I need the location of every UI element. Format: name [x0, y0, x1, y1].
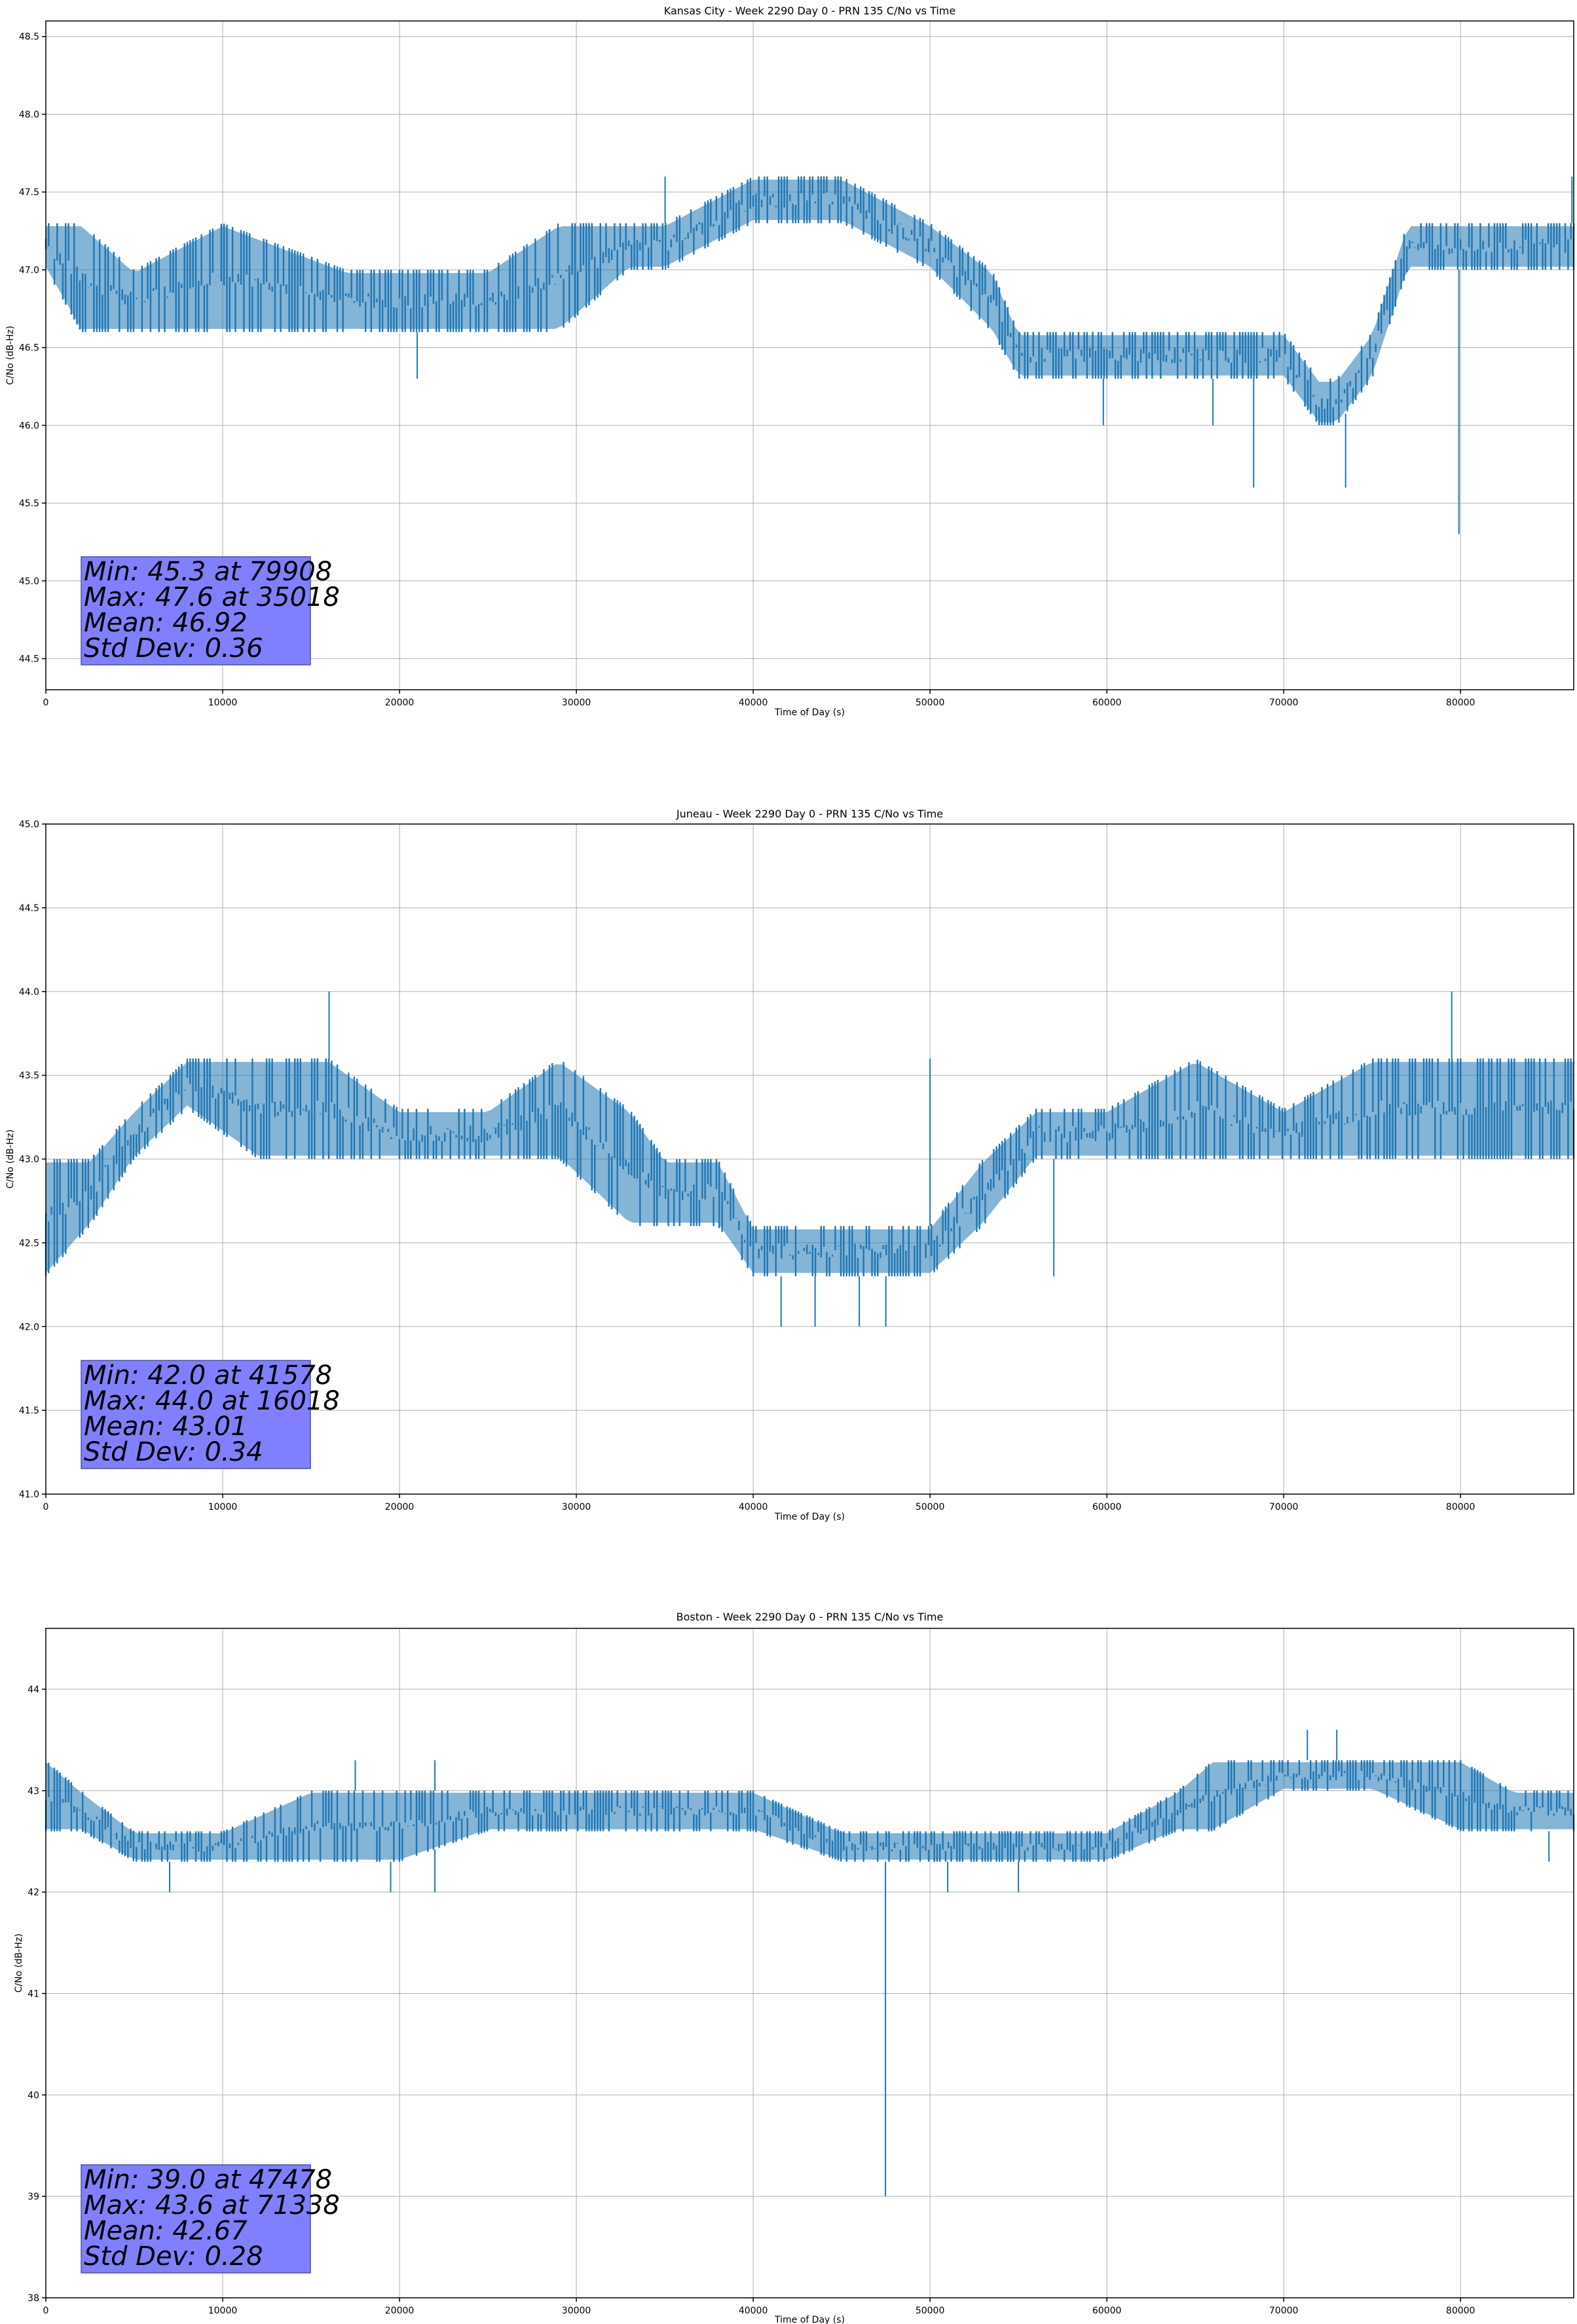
x-tick-label: 30000: [562, 2306, 591, 2316]
stats-line: Std Dev: 0.36: [84, 633, 263, 664]
series-band: [46, 1762, 1574, 1860]
y-tick-label: 39: [28, 2192, 39, 2202]
series-band: [46, 1062, 1574, 1273]
chart-title: Boston - Week 2290 Day 0 - PRN 135 C/No …: [677, 1611, 944, 1623]
x-tick-label: 60000: [1092, 2306, 1122, 2316]
y-tick-label: 47.0: [19, 265, 39, 276]
y-axis-label: C/No (dB-Hz): [14, 1934, 24, 1993]
y-tick-label: 38: [28, 2293, 39, 2304]
stats-line: Mean: 42.67: [84, 2216, 248, 2246]
x-tick-label: 60000: [1092, 698, 1122, 708]
y-tick-label: 43.0: [19, 1155, 39, 1165]
x-tick-label: 20000: [385, 2306, 415, 2316]
y-tick-label: 42.5: [19, 1238, 39, 1248]
chart-panel-1: 0 10000 20000 30000 40000 50000 60000 70000 8000…: [5, 5, 1575, 718]
x-tick-label: 10000: [208, 698, 238, 708]
x-tick-label: 50000: [916, 698, 945, 708]
y-tick-label: 47.5: [19, 187, 39, 198]
x-tick-label: 30000: [562, 698, 591, 708]
y-tick-label: 41.0: [19, 1490, 39, 1500]
stats-line: Std Dev: 0.34: [84, 1437, 263, 1467]
x-tick-label: 30000: [562, 1502, 591, 1512]
stats-line: Mean: 43.01: [84, 1412, 248, 1442]
x-tick-label: 20000: [385, 1502, 415, 1512]
stats-box: [81, 1360, 311, 1469]
stats-line: Min: 39.0 at 47478: [84, 2165, 332, 2195]
y-tick-label: 45.0: [19, 819, 39, 830]
y-tick-label: 46.0: [19, 421, 39, 431]
x-axis-label: Time of Day (s): [774, 1512, 845, 1522]
x-tick-label: 20000: [385, 698, 415, 708]
chart-panel-2: 0 10000 20000 30000 40000 50000 60000 70000 8000…: [5, 808, 1575, 1522]
x-tick-label: 40000: [739, 1502, 768, 1512]
x-tick-label: 50000: [916, 1502, 945, 1512]
y-axis-label: C/No (dB-Hz): [5, 326, 16, 384]
stats-line: Max: 47.6 at 35018: [84, 582, 340, 612]
x-tick-label: 0: [43, 2306, 49, 2316]
x-tick-label: 0: [43, 698, 49, 708]
stats-box: [81, 2164, 311, 2274]
y-tick-label: 40: [28, 2090, 39, 2101]
x-tick-label: 80000: [1446, 1502, 1475, 1512]
stats-line: Max: 43.6 at 71338: [84, 2190, 340, 2221]
chart-title: Juneau - Week 2290 Day 0 - PRN 135 C/No …: [676, 808, 943, 820]
y-tick-label: 41: [28, 1989, 39, 1999]
y-axis-label: C/No (dB-Hz): [5, 1129, 16, 1188]
stats-line: Min: 42.0 at 41578: [84, 1360, 332, 1391]
x-tick-label: 40000: [739, 698, 768, 708]
x-tick-label: 70000: [1269, 698, 1299, 708]
y-tick-label: 41.5: [19, 1406, 39, 1416]
x-axis-label: Time of Day (s): [774, 2315, 845, 2324]
x-tick-label: 80000: [1446, 698, 1475, 708]
y-tick-label: 42.0: [19, 1322, 39, 1332]
stats-line: Mean: 46.92: [84, 608, 248, 638]
y-tick-label: 46.5: [19, 343, 39, 354]
y-tick-label: 48.0: [19, 109, 39, 120]
chart-title: Kansas City - Week 2290 Day 0 - PRN 135 …: [664, 5, 955, 17]
stats-line: Max: 44.0 at 16018: [84, 1386, 340, 1416]
series-band: [46, 179, 1574, 422]
stats-line: Min: 45.3 at 79908: [84, 557, 332, 587]
x-tick-label: 70000: [1269, 1502, 1299, 1512]
x-tick-label: 40000: [739, 2306, 768, 2316]
y-tick-label: 45.5: [19, 498, 39, 509]
y-tick-label: 42: [28, 1888, 39, 1898]
axes-frame: [45, 20, 1574, 690]
stats-box: [81, 556, 311, 665]
y-tick-label: 44.0: [19, 987, 39, 998]
y-tick-label: 48.5: [19, 32, 39, 43]
y-tick-label: 44.5: [19, 903, 39, 914]
x-tick-label: 80000: [1446, 2306, 1475, 2316]
x-tick-label: 60000: [1092, 1502, 1122, 1512]
y-tick-label: 44.5: [19, 654, 39, 665]
chart-panel-3: 0 10000 20000 30000 40000 50000 60000 70000 8000…: [14, 1611, 1575, 2324]
y-tick-label: 43.5: [19, 1071, 39, 1081]
y-tick-label: 43: [28, 1786, 39, 1797]
y-tick-label: 45.0: [19, 576, 39, 587]
axes-frame: [45, 1628, 1574, 2298]
x-tick-label: 10000: [208, 1502, 238, 1512]
x-tick-label: 70000: [1269, 2306, 1299, 2316]
y-tick-label: 44: [28, 1685, 39, 1695]
x-tick-label: 10000: [208, 2306, 238, 2316]
x-tick-label: 50000: [916, 2306, 945, 2316]
stats-line: Std Dev: 0.28: [84, 2241, 263, 2272]
x-tick-label: 0: [43, 1502, 49, 1512]
x-axis-label: Time of Day (s): [774, 707, 845, 718]
